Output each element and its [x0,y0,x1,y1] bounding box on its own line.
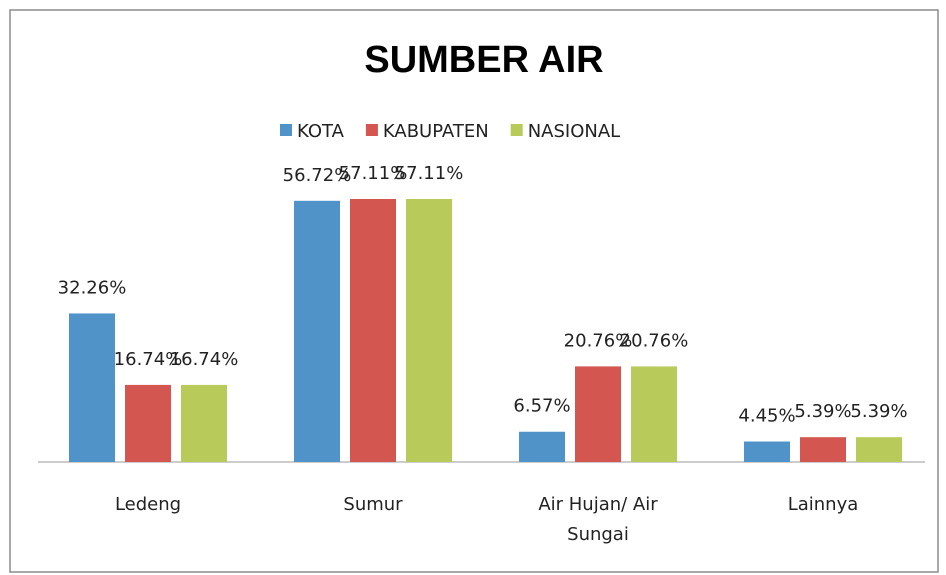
legend-label: NASIONAL [528,121,621,142]
value-label: 16.74% [170,349,239,370]
bar [519,431,565,462]
value-label: 20.76% [564,330,633,351]
value-label: 56.72% [283,165,352,186]
value-label: 16.74% [114,349,183,370]
bar [631,366,677,462]
bar [406,199,452,462]
chart-title: SUMBER AIR [364,39,603,81]
bar [350,199,396,462]
value-label: 57.11% [395,163,464,184]
bar [856,437,902,462]
bar [69,313,115,462]
bar [575,366,621,462]
legend-label: KABUPATEN [383,121,489,142]
value-label: 32.26% [58,277,127,298]
bar [181,384,227,462]
value-label: 20.76% [620,330,689,351]
legend-swatch [280,124,292,136]
value-label: 5.39% [794,401,851,422]
value-label: 6.57% [513,396,570,417]
x-tick-label: Ledeng [114,494,182,515]
legend-swatch [510,124,523,136]
legend-label: KOTA [297,121,345,142]
bar [744,441,790,462]
value-label: 57.11% [339,163,408,184]
value-label: 4.45% [738,406,795,427]
chart-border [9,9,939,573]
x-tick-label: Air Hujan/ Air Sungai [538,494,658,545]
bar [800,437,846,462]
x-tick-label: Sumur [343,494,403,515]
bar [125,384,171,462]
value-label: 5.39% [850,401,907,422]
x-tick-label: Lainnya [787,494,859,515]
bar [294,200,340,462]
legend-swatch [365,124,378,136]
